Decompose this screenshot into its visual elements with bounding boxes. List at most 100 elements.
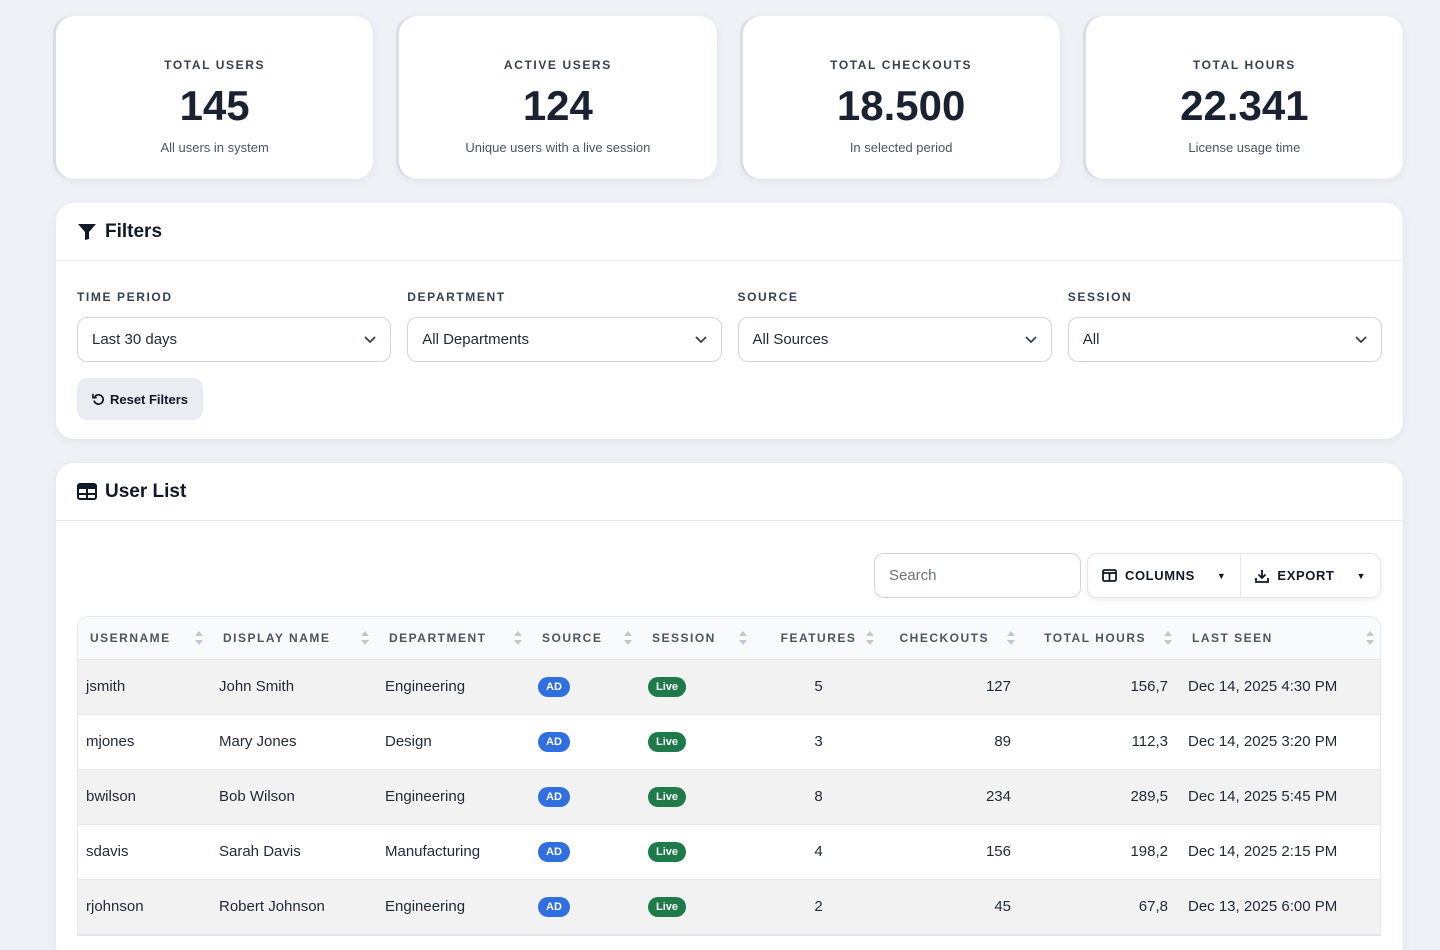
cell-session: Live (640, 714, 755, 770)
sort-icon (1366, 631, 1374, 645)
search-input[interactable] (873, 553, 1081, 598)
user-table: USERNAME DISPLAY NAME DEPARTMENT SOURCE … (77, 616, 1381, 936)
cell-department: Engineering (377, 769, 530, 825)
cell-features: 2 (755, 879, 882, 935)
cell-checkouts: 89 (882, 714, 1023, 770)
filter-department: DEPARTMENT All Departments (407, 290, 722, 362)
columns-icon (1102, 569, 1117, 582)
department-select[interactable]: All Departments (407, 317, 722, 362)
session-badge: Live (648, 786, 687, 807)
user-list-title: User List (105, 480, 187, 502)
stat-card-total-checkouts: TOTAL CHECKOUTS 18.500 In selected perio… (742, 16, 1060, 179)
export-button[interactable]: EXPORT ▼ (1240, 554, 1380, 597)
stat-subtitle: License usage time (1188, 140, 1301, 155)
cell-total-hours: 67,8 (1023, 879, 1180, 935)
column-header-label: FEATURES (780, 630, 857, 645)
column-header-last-seen[interactable]: LAST SEEN (1180, 617, 1380, 660)
table-row[interactable]: sdavis Sarah Davis Manufacturing AD Live 4 156… (78, 824, 1380, 880)
stat-label: TOTAL CHECKOUTS (830, 58, 973, 72)
column-header-label: SESSION (652, 630, 716, 645)
column-header-source[interactable]: SOURCE (530, 617, 640, 660)
chevron-down-icon (1355, 335, 1367, 343)
stat-value: 22.341 (1180, 82, 1309, 129)
column-header-session[interactable]: SESSION (640, 617, 755, 660)
column-header-label: TOTAL HOURS (1044, 630, 1146, 645)
stat-value: 145 (179, 82, 250, 129)
cell-display-name: John Smith (211, 659, 377, 715)
filters-title: Filters (105, 220, 163, 242)
caret-down-icon: ▼ (1356, 570, 1366, 581)
cell-username: jsmith (78, 659, 211, 715)
sort-icon (361, 631, 369, 645)
column-header-label: DEPARTMENT (389, 630, 487, 645)
reset-filters-button[interactable]: Reset Filters (77, 378, 203, 420)
sort-icon (624, 631, 632, 645)
reset-icon (92, 393, 104, 405)
sort-icon (739, 631, 747, 645)
column-header-label: DISPLAY NAME (223, 630, 331, 645)
download-icon (1255, 569, 1270, 583)
session-badge: Live (648, 841, 687, 862)
cell-features: 4 (755, 824, 882, 880)
stat-subtitle: Unique users with a live session (465, 140, 651, 155)
stat-card-total-users: TOTAL USERS 145 All users in system (56, 16, 374, 179)
cell-features: 8 (755, 769, 882, 825)
filters-panel: Filters TIME PERIOD Last 30 days DEPARTM… (56, 203, 1403, 439)
session-badge: Live (648, 731, 687, 752)
stat-card-total-hours: TOTAL HOURS 22.341 License usage time (1085, 16, 1403, 179)
columns-button[interactable]: COLUMNS ▼ (1088, 554, 1240, 597)
session-select[interactable]: All (1067, 317, 1382, 362)
source-badge: AD (538, 676, 570, 697)
source-select[interactable]: All Sources (737, 317, 1052, 362)
column-header-features[interactable]: FEATURES (755, 617, 882, 660)
filter-session: SESSION All (1067, 290, 1382, 362)
column-header-username[interactable]: USERNAME (78, 617, 211, 660)
cell-source: AD (530, 824, 640, 880)
filter-source: SOURCE All Sources (737, 290, 1052, 362)
cell-source: AD (530, 879, 640, 935)
cell-username: mjones (78, 714, 211, 770)
column-header-total-hours[interactable]: TOTAL HOURS (1023, 617, 1180, 660)
sort-icon (866, 631, 874, 645)
column-header-department[interactable]: DEPARTMENT (377, 617, 530, 660)
select-value: All (1082, 331, 1100, 348)
select-value: All Departments (422, 331, 529, 348)
export-label: EXPORT (1277, 568, 1335, 583)
filter-time-period: TIME PERIOD Last 30 days (77, 290, 392, 362)
table-row[interactable]: mjones Mary Jones Design AD Live 3 89 112,3 Dec … (78, 714, 1380, 770)
cell-department: Design (377, 714, 530, 770)
reset-filters-label: Reset Filters (109, 391, 189, 407)
column-header-label: USERNAME (90, 630, 171, 645)
column-header-label: CHECKOUTS (899, 630, 989, 645)
column-header-display-name[interactable]: DISPLAY NAME (211, 617, 377, 660)
cell-last-seen: Dec 14, 2025 5:45 PM (1180, 769, 1380, 825)
column-header-checkouts[interactable]: CHECKOUTS (882, 617, 1023, 660)
stat-subtitle: All users in system (160, 140, 269, 155)
table-row[interactable]: bwilson Bob Wilson Engineering AD Live 8 234 28… (78, 769, 1380, 825)
column-header-label: LAST SEEN (1192, 630, 1273, 645)
cell-last-seen: Dec 14, 2025 4:30 PM (1180, 659, 1380, 715)
stat-label: TOTAL HOURS (1192, 58, 1296, 72)
cell-session: Live (640, 879, 755, 935)
cell-display-name: Sarah Davis (211, 824, 377, 880)
sort-icon (514, 631, 522, 645)
table-row[interactable]: jsmith John Smith Engineering AD Live 5 127 156… (78, 659, 1380, 715)
cell-total-hours: 156,7 (1023, 659, 1180, 715)
cell-department: Manufacturing (377, 824, 530, 880)
caret-down-icon: ▼ (1216, 570, 1227, 581)
table-row[interactable]: rjohnson Robert Johnson Engineering AD Live 2… (78, 879, 1380, 935)
cell-total-hours: 198,2 (1023, 824, 1180, 880)
cell-checkouts: 156 (882, 824, 1023, 880)
table-header-row: USERNAME DISPLAY NAME DEPARTMENT SOURCE … (78, 617, 1380, 660)
user-list-header: User List (56, 463, 1403, 521)
table-actions: COLUMNS ▼ EXPORT ▼ (1086, 553, 1381, 598)
cell-session: Live (640, 659, 755, 715)
cell-source: AD (530, 714, 640, 770)
stat-value: 124 (522, 82, 593, 129)
cell-display-name: Bob Wilson (211, 769, 377, 825)
time-period-select[interactable]: Last 30 days (77, 317, 392, 362)
columns-label: COLUMNS (1124, 568, 1195, 583)
chevron-down-icon (364, 335, 376, 343)
cell-department: Engineering (377, 879, 530, 935)
filter-label: SOURCE (737, 290, 799, 304)
